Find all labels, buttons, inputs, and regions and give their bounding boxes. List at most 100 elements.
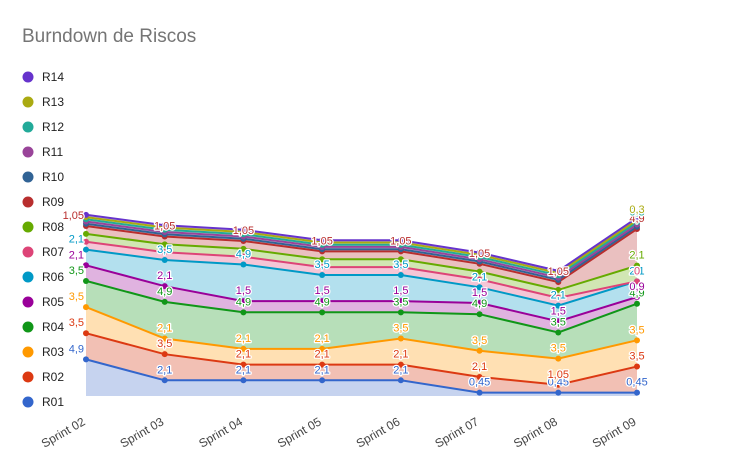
point-r02-2[interactable] bbox=[161, 351, 168, 358]
legend-item-r10[interactable]: R10 bbox=[22, 170, 65, 184]
point-r05-4[interactable] bbox=[319, 298, 326, 305]
point-r01-7[interactable] bbox=[555, 389, 562, 396]
point-r06-5[interactable] bbox=[397, 271, 404, 278]
point-r07-8[interactable] bbox=[634, 278, 640, 285]
point-r04-4[interactable] bbox=[319, 309, 326, 316]
data-label-r09-5: 1,05 bbox=[390, 235, 411, 247]
point-r05-3[interactable] bbox=[240, 298, 247, 305]
legend-item-r07[interactable]: R07 bbox=[22, 245, 65, 259]
data-label-r04-6: 4,9 bbox=[472, 298, 487, 310]
legend-item-r14[interactable]: R14 bbox=[22, 70, 65, 84]
point-r03-4[interactable] bbox=[319, 345, 326, 352]
point-r02-7[interactable] bbox=[555, 381, 562, 388]
point-r01-3[interactable] bbox=[240, 377, 247, 384]
line-r11 bbox=[85, 220, 638, 279]
point-r01-5[interactable] bbox=[397, 377, 404, 384]
line-r01 bbox=[85, 358, 637, 394]
point-r04-3[interactable] bbox=[240, 309, 247, 316]
legend-item-r02[interactable]: R02 bbox=[22, 370, 65, 384]
point-r05-5[interactable] bbox=[397, 298, 404, 305]
point-r14-1[interactable] bbox=[83, 211, 89, 218]
point-r06-1[interactable] bbox=[83, 246, 89, 253]
legend-item-r05[interactable]: R05 bbox=[22, 295, 65, 309]
point-r14-3[interactable] bbox=[240, 226, 247, 233]
data-label-r06-2: 3,5 bbox=[157, 244, 172, 256]
point-r06-2[interactable] bbox=[161, 257, 168, 264]
legend-item-r08[interactable]: R08 bbox=[22, 220, 65, 234]
point-r06-6[interactable] bbox=[476, 284, 483, 291]
legend-item-r04[interactable]: R04 bbox=[22, 320, 65, 334]
point-r14-5[interactable] bbox=[397, 237, 404, 244]
legend-item-r03[interactable]: R03 bbox=[22, 345, 65, 359]
legend-item-r01[interactable]: R01 bbox=[22, 395, 65, 409]
point-r02-5[interactable] bbox=[397, 361, 404, 368]
point-r03-1[interactable] bbox=[83, 304, 89, 311]
point-r03-8[interactable] bbox=[634, 337, 640, 344]
point-r08-3[interactable] bbox=[240, 245, 247, 252]
point-r08-1[interactable] bbox=[83, 230, 89, 237]
point-r01-4[interactable] bbox=[319, 377, 326, 384]
point-r05-7[interactable] bbox=[555, 318, 562, 325]
point-r04-5[interactable] bbox=[397, 309, 404, 316]
point-r07-6[interactable] bbox=[476, 276, 483, 283]
point-r07-7[interactable] bbox=[555, 294, 562, 301]
point-r01-1[interactable] bbox=[83, 356, 89, 363]
point-r08-8[interactable] bbox=[634, 262, 640, 269]
point-r02-4[interactable] bbox=[319, 361, 326, 368]
point-r07-2[interactable] bbox=[161, 249, 168, 256]
point-r14-2[interactable] bbox=[161, 222, 168, 229]
point-r03-3[interactable] bbox=[240, 345, 247, 352]
legend[interactable]: R14 R13 R12 R11 R10 R09 R08 R07 R06 R05 R04 R03 R02 R… bbox=[22, 70, 65, 409]
point-r14-8[interactable] bbox=[634, 214, 640, 221]
point-r07-5[interactable] bbox=[397, 264, 404, 271]
point-r01-8[interactable] bbox=[634, 389, 640, 396]
legend-item-r12[interactable]: R12 bbox=[22, 120, 65, 134]
point-r04-6[interactable] bbox=[476, 311, 483, 318]
point-r05-6[interactable] bbox=[476, 299, 483, 306]
point-r08-7[interactable] bbox=[555, 286, 562, 293]
point-r08-2[interactable] bbox=[161, 241, 168, 248]
point-r07-4[interactable] bbox=[319, 264, 326, 271]
point-r03-2[interactable] bbox=[161, 335, 168, 342]
point-r07-1[interactable] bbox=[83, 238, 89, 245]
legend-item-r13[interactable]: R13 bbox=[22, 95, 65, 109]
x-tick-label: Sprint 05 bbox=[275, 414, 324, 450]
data-label-r03-1: 3,5 bbox=[69, 291, 84, 303]
data-label-r04-8: 4,9 bbox=[629, 288, 644, 300]
point-r04-1[interactable] bbox=[83, 277, 89, 284]
point-r06-7[interactable] bbox=[555, 302, 562, 309]
data-label-r06-8: 2,1 bbox=[629, 265, 644, 277]
point-r04-8[interactable] bbox=[634, 300, 640, 307]
point-r06-3[interactable] bbox=[240, 261, 247, 268]
data-label-r01-4: 2,1 bbox=[314, 364, 329, 376]
point-r08-4[interactable] bbox=[319, 256, 326, 263]
point-r05-8[interactable] bbox=[634, 294, 640, 301]
point-r06-4[interactable] bbox=[319, 271, 326, 278]
series-lines bbox=[85, 213, 638, 394]
point-r02-3[interactable] bbox=[240, 361, 247, 368]
data-label-r09-6: 1,05 bbox=[469, 248, 490, 260]
legend-item-r11[interactable]: R11 bbox=[22, 145, 64, 159]
point-r01-2[interactable] bbox=[161, 377, 168, 384]
point-r03-6[interactable] bbox=[476, 347, 483, 354]
data-label-r01-1: 4,9 bbox=[69, 343, 84, 355]
point-r04-7[interactable] bbox=[555, 329, 562, 336]
point-r05-2[interactable] bbox=[161, 283, 168, 290]
point-r01-6[interactable] bbox=[476, 389, 483, 396]
point-r14-7[interactable] bbox=[555, 267, 562, 274]
point-r08-6[interactable] bbox=[476, 268, 483, 275]
legend-item-r09[interactable]: R09 bbox=[22, 195, 65, 209]
point-r07-3[interactable] bbox=[240, 253, 247, 260]
data-label-r05-8: 0,9 bbox=[629, 281, 644, 293]
point-r03-5[interactable] bbox=[397, 335, 404, 342]
point-r04-2[interactable] bbox=[161, 298, 168, 305]
point-r14-6[interactable] bbox=[476, 249, 483, 256]
point-r03-7[interactable] bbox=[555, 355, 562, 362]
legend-item-r06[interactable]: R06 bbox=[22, 270, 65, 284]
point-r14-4[interactable] bbox=[319, 237, 326, 244]
point-r02-8[interactable] bbox=[634, 363, 640, 370]
point-r02-6[interactable] bbox=[476, 373, 483, 380]
point-r05-1[interactable] bbox=[83, 262, 89, 269]
point-r02-1[interactable] bbox=[83, 330, 89, 337]
point-r08-5[interactable] bbox=[397, 256, 404, 263]
